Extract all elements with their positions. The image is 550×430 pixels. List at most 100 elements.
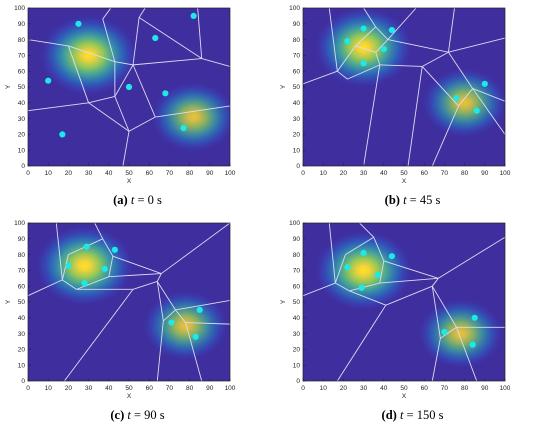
x-tick-label: 0 <box>301 385 305 392</box>
x-tick-label: 90 <box>206 385 214 392</box>
voronoi-edge <box>156 281 176 311</box>
voronoi-edge <box>132 281 158 290</box>
agent-point <box>83 243 90 250</box>
voronoi-edge <box>337 70 348 80</box>
voronoi-edge <box>373 237 385 262</box>
voronoi-edge <box>62 279 77 290</box>
voronoi-edge <box>334 254 346 284</box>
voronoi-edge <box>375 52 381 66</box>
x-tick-label: 50 <box>125 170 133 177</box>
x-tick-label: 50 <box>400 385 408 392</box>
voronoi-edge <box>387 39 449 53</box>
hotspot <box>313 8 414 89</box>
voronoi-edge <box>67 45 90 103</box>
x-tick-label: 30 <box>360 385 368 392</box>
agent-point <box>344 38 351 45</box>
voronoi-edge <box>383 260 439 279</box>
x-tick-label: 100 <box>500 385 511 392</box>
x-tick-label: 70 <box>166 385 174 392</box>
y-tick-label: 60 <box>18 68 26 75</box>
y-tick-label: 30 <box>18 331 26 338</box>
voronoi-edge <box>28 102 89 112</box>
voronoi-edge <box>163 309 176 322</box>
voronoi-edge <box>88 102 130 132</box>
voronoi-edge <box>349 290 386 306</box>
caption-value: = 45 s <box>406 193 441 207</box>
voronoi-edge <box>421 51 449 67</box>
voronoi-edge <box>379 277 439 284</box>
voronoi-edge <box>138 8 146 18</box>
voronoi-edge <box>102 238 114 257</box>
voronoi-edge <box>363 8 377 28</box>
agent-point <box>453 94 460 102</box>
voronoi-edge <box>379 260 385 284</box>
y-tick-label: 70 <box>293 268 301 275</box>
x-tick-label: 60 <box>421 170 429 177</box>
y-tick-label: 80 <box>18 37 26 44</box>
voronoi-edge <box>303 70 338 85</box>
x-tick-label: 80 <box>186 170 194 177</box>
agent-point <box>192 333 199 340</box>
x-tick-label: 20 <box>340 385 348 392</box>
voronoi-edge <box>472 88 505 102</box>
caption-value: = 90 s <box>130 408 165 422</box>
y-tick-label: 50 <box>18 299 26 306</box>
voronoi-edge <box>114 61 134 66</box>
voronoi-edge <box>55 223 63 280</box>
voronoi-edge <box>175 299 230 311</box>
voronoi-edge <box>328 8 338 72</box>
voronoi-edge <box>108 273 162 278</box>
y-tick-label: 100 <box>14 220 25 227</box>
voronoi-edge <box>448 37 505 53</box>
voronoi-edge <box>185 322 230 325</box>
voronoi-edge <box>345 236 374 255</box>
x-tick-label: 50 <box>125 385 133 392</box>
voronoi-edge <box>456 327 478 381</box>
agent-point <box>388 27 395 34</box>
voronoi-edge <box>156 273 162 282</box>
x-tick-label: 90 <box>206 170 214 177</box>
caption-label: (d) <box>381 408 397 422</box>
y-tick-label: 50 <box>293 84 301 91</box>
panel-b: 0 10 20 30 40 50 60 70 80 90 100 0 10 20 30 40 50 60 70 80 9… <box>275 0 550 215</box>
voronoi-edge <box>355 45 376 53</box>
voronoi-edge <box>447 8 455 53</box>
x-tick-label: 30 <box>85 170 93 177</box>
plot-area <box>28 223 230 381</box>
agent-point <box>473 107 480 114</box>
x-tick-label: 10 <box>320 170 328 177</box>
y-tick-label: 80 <box>18 252 26 259</box>
caption-a: (a) t = 0 s <box>0 193 275 208</box>
voronoi-edge <box>63 289 134 381</box>
agent-point <box>190 12 197 19</box>
caption-variable: t <box>399 408 404 422</box>
x-tick-label: 10 <box>45 170 53 177</box>
x-tick-label: 0 <box>26 385 30 392</box>
x-tick-label: 30 <box>85 385 93 392</box>
agent-point <box>81 279 88 287</box>
x-tick-label: 70 <box>441 385 449 392</box>
y-tick-label: 40 <box>18 100 26 107</box>
voronoi-edge <box>132 58 202 66</box>
panel-d: 0 10 20 30 40 50 60 70 80 90 100 0 10 20 30 40 50 60 70 80 9… <box>275 215 550 430</box>
plot-area <box>28 8 230 166</box>
voronoi-edge <box>102 18 116 62</box>
voronoi-edge <box>335 282 350 292</box>
hotspot <box>313 229 414 312</box>
y-tick-label: 10 <box>293 362 301 369</box>
voronoi-edge <box>197 8 203 59</box>
voronoi-edge <box>448 51 474 89</box>
x-tick-label: 60 <box>146 385 154 392</box>
x-axis-label: X <box>402 393 407 400</box>
voronoi-edge <box>407 66 423 166</box>
voronoi-edge <box>61 254 69 280</box>
y-tick-label: 60 <box>293 68 301 75</box>
voronoi-edge <box>185 322 203 381</box>
agent-point <box>75 20 82 27</box>
y-tick-label: 30 <box>293 116 301 123</box>
x-tick-label: 60 <box>421 385 429 392</box>
voronoi-edge <box>94 223 104 240</box>
y-tick-label: 50 <box>293 299 301 306</box>
voronoi-edge <box>421 66 459 107</box>
voronoi-edge <box>387 8 417 40</box>
